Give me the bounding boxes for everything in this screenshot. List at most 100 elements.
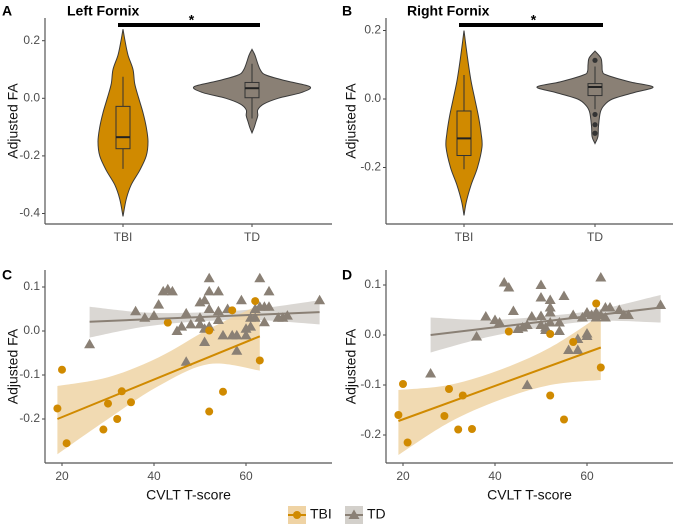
data-point-td (314, 294, 326, 305)
data-point-td (263, 301, 275, 311)
x-tick-label: TBI (455, 230, 474, 244)
x-tick-label: 60 (580, 469, 594, 483)
data-point-tbi (99, 425, 108, 434)
y-tick-label: 0.1 (23, 279, 40, 293)
data-point-td (194, 318, 206, 329)
data-point-tbi (113, 415, 122, 423)
data-point-td (595, 272, 607, 282)
data-point-td (517, 322, 529, 332)
y-tick-label: 0.2 (364, 23, 381, 37)
y-tick-label: -0.2 (360, 427, 381, 441)
violin-tbi (97, 29, 149, 217)
y-tick-label: -0.4 (19, 206, 40, 220)
box-iqr-td (587, 83, 603, 97)
ci-ribbon-tbi (57, 304, 260, 455)
plot-area (394, 272, 667, 455)
y-axis-title: Adjusted FA (5, 328, 21, 404)
data-point-td (235, 294, 247, 305)
data-point-tbi (255, 356, 264, 365)
data-point-td (507, 305, 519, 315)
plot-area (53, 272, 326, 455)
data-point-tbi (403, 438, 412, 447)
data-point-td (203, 285, 215, 296)
data-point-tbi (219, 387, 227, 396)
x-tick-label: 40 (147, 469, 161, 483)
y-tick-label: -0.1 (19, 367, 40, 381)
legend-label-tbi: TBI (310, 506, 332, 522)
panel-a: A Left Fornix 0.2 0.0 -0.2 -0.4 Adjusted FA TBI… (2, 3, 332, 244)
data-point-tbi (592, 299, 601, 308)
plot-area (97, 29, 312, 217)
y-axis-title: Adjusted FA (343, 328, 359, 404)
box-iqr-td (244, 81, 260, 99)
data-point-tbi (163, 318, 172, 327)
legend: TBI TD (288, 506, 386, 524)
data-point-tbi (504, 327, 513, 336)
data-point-tbi (127, 398, 135, 407)
data-point-td (180, 307, 192, 318)
data-point-td (544, 302, 556, 312)
data-point-td (553, 325, 565, 335)
outlier-point (592, 57, 598, 63)
x-tick-label: TBI (114, 230, 133, 244)
data-point-td (535, 279, 547, 289)
data-point-tbi (440, 412, 449, 420)
data-point-td (544, 294, 556, 304)
data-point-td (544, 307, 556, 317)
data-point-tbi (228, 306, 237, 315)
significance-label: * (189, 12, 195, 28)
x-tick-label: TD (587, 230, 603, 244)
data-point-tbi (596, 363, 605, 372)
fit-line-td (89, 311, 320, 323)
data-point-td (176, 321, 188, 331)
y-tick-label: 0.0 (364, 327, 381, 341)
data-point-tbi (546, 330, 555, 338)
data-point-td (471, 331, 483, 341)
data-point-td (526, 311, 538, 321)
data-point-td (203, 272, 215, 283)
x-tick-label: 20 (55, 469, 69, 483)
data-point-td (185, 318, 197, 329)
y-tick-label: -0.2 (360, 160, 381, 174)
panel-title: Right Fornix (407, 3, 490, 19)
data-point-td (622, 309, 634, 319)
data-point-td (480, 311, 492, 321)
y-tick-label: 0.0 (23, 323, 40, 337)
data-point-td (581, 330, 593, 340)
data-point-tbi (205, 326, 214, 335)
y-tick-label: -0.1 (360, 377, 381, 391)
data-point-td (535, 292, 547, 302)
data-point-td (249, 312, 261, 322)
x-tick-label: TD (244, 230, 260, 244)
data-point-tbi (53, 404, 62, 413)
data-point-td (540, 322, 552, 332)
data-point-td (212, 314, 224, 324)
data-point-tbi (205, 407, 214, 416)
data-point-td (563, 344, 575, 354)
data-point-td (503, 282, 515, 292)
x-axis-title: CVLT T-score (487, 487, 572, 503)
y-axis-title: Adjusted FA (343, 83, 359, 159)
y-tick-label: -0.2 (19, 148, 40, 162)
legend-triangle-icon (348, 509, 360, 519)
data-point-tbi (546, 391, 555, 400)
data-point-td (130, 305, 142, 316)
data-point-td (148, 310, 160, 320)
data-point-td (199, 336, 211, 346)
outlier-point (592, 130, 598, 136)
data-point-tbi (104, 399, 112, 408)
data-point-td (590, 312, 602, 322)
fit-line-td (430, 306, 661, 336)
data-point-td (254, 272, 266, 283)
data-point-tbi (560, 415, 568, 424)
data-point-tbi (58, 365, 66, 374)
panel-d: D 0.1 0.0 -0.1 -0.2 Adjusted FA 20 40 60 CVLT T-s… (342, 267, 673, 503)
panel-c: C 0.1 0.0 -0.1 -0.2 Adjusted FA 20 40 60 CVLT T-s… (2, 267, 332, 503)
y-axis-title: Adjusted FA (5, 83, 21, 159)
data-point-td (245, 321, 257, 331)
data-point-td (498, 277, 510, 287)
y-tick-label: 0.0 (364, 91, 381, 105)
significance-label: * (531, 12, 537, 28)
